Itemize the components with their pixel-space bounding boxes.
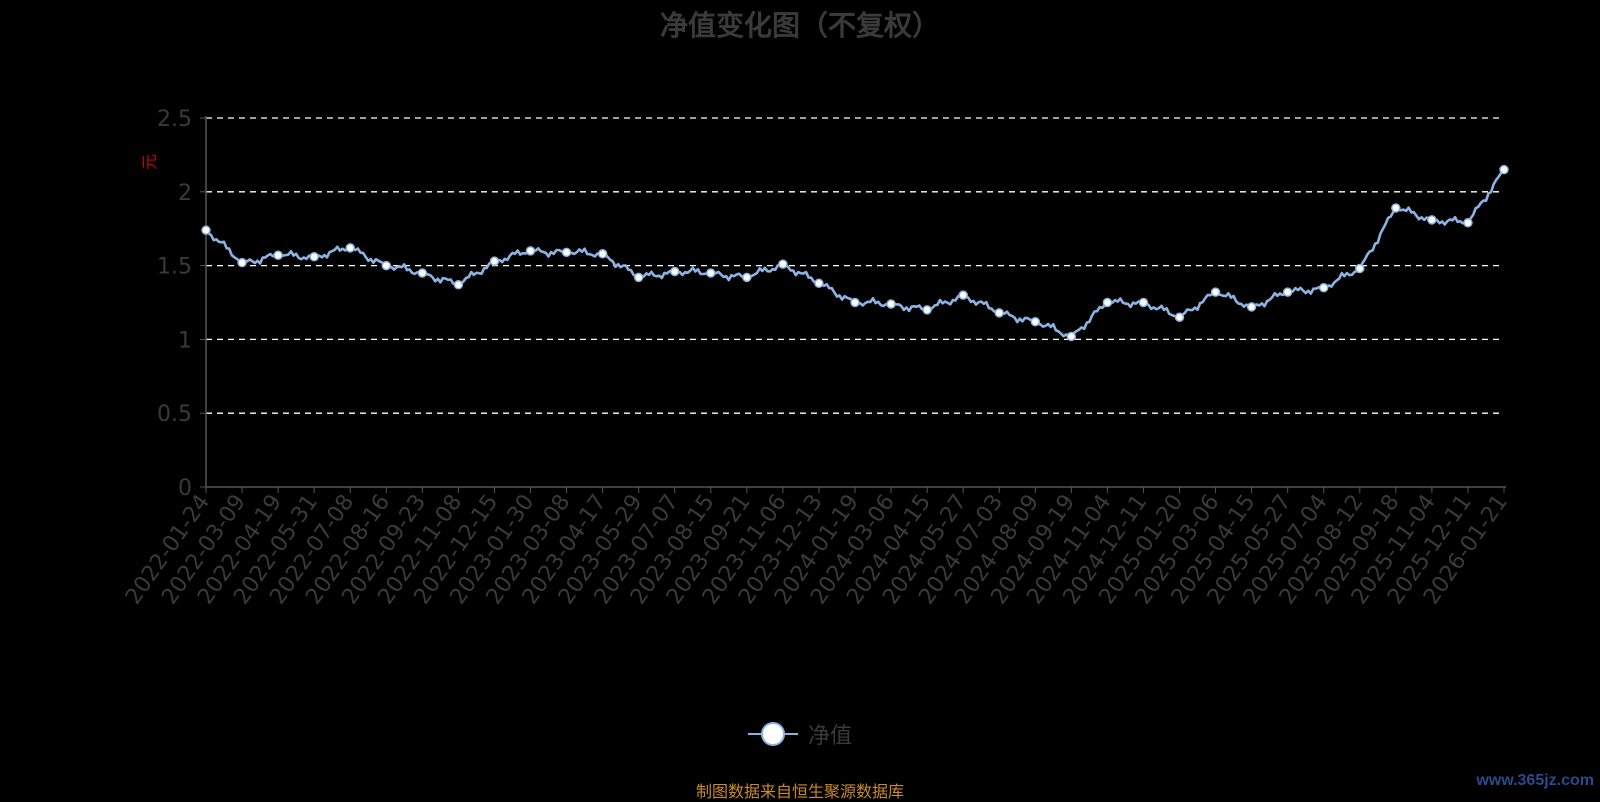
legend-item-nav[interactable]: 净值 [747, 718, 852, 750]
axes [200, 116, 1506, 493]
y-tick-label: 1.5 [157, 255, 192, 280]
legend[interactable]: 净值 [0, 718, 1600, 750]
data-point[interactable] [742, 272, 752, 283]
y-tick-label: 0.5 [157, 402, 192, 427]
data-point[interactable] [381, 260, 392, 271]
series-line-path [205, 168, 1505, 338]
data-point[interactable] [525, 246, 536, 256]
series-line [205, 168, 1505, 338]
legend-marker-icon [747, 722, 798, 746]
data-point[interactable] [1318, 282, 1329, 293]
data-point[interactable] [1391, 203, 1401, 213]
data-point[interactable] [1174, 312, 1185, 323]
y-tick-label: 2.5 [157, 107, 192, 132]
data-point[interactable] [1463, 218, 1473, 228]
data-point[interactable] [1066, 331, 1077, 342]
data-point[interactable] [886, 299, 896, 309]
data-point[interactable] [597, 249, 608, 259]
y-tick-label: 2 [178, 181, 192, 206]
data-point[interactable] [1282, 287, 1293, 297]
data-point[interactable] [1138, 297, 1149, 308]
chart-title: 净值变化图（不复权） [659, 9, 940, 42]
data-point[interactable] [345, 243, 355, 253]
y-tick-labels: 0 0.5 1 1.5 2 2.5 [157, 107, 192, 501]
data-point[interactable] [958, 290, 968, 300]
data-point[interactable] [273, 250, 283, 261]
data-point[interactable] [706, 268, 716, 278]
y-tick-label: 1 [178, 328, 192, 353]
data-point[interactable] [814, 278, 824, 289]
source-note: 制图数据来自恒生聚源数据库 [695, 782, 904, 801]
y-tick-label: 0 [178, 476, 192, 501]
data-point[interactable] [1030, 316, 1041, 327]
data-point[interactable] [1427, 215, 1437, 225]
data-point[interactable] [201, 225, 211, 235]
legend-label: 净值 [807, 724, 852, 749]
data-point[interactable] [237, 257, 247, 268]
data-point[interactable] [1102, 297, 1113, 308]
data-point[interactable] [850, 297, 860, 308]
data-point[interactable] [561, 247, 572, 258]
data-point[interactable] [1499, 164, 1509, 175]
data-point[interactable] [633, 272, 644, 283]
grid-lines [206, 117, 1500, 414]
data-point[interactable] [669, 266, 680, 277]
data-point[interactable] [417, 268, 428, 278]
data-point[interactable] [1355, 263, 1365, 274]
data-point[interactable] [1210, 287, 1221, 297]
x-tick-labels: 2022-01-242022-03-092022-04-192022-05-31… [121, 490, 1513, 609]
data-point[interactable] [1246, 302, 1257, 312]
data-point[interactable] [453, 280, 464, 290]
watermark: www.365jz.com [1476, 772, 1594, 789]
data-point[interactable] [489, 256, 500, 266]
data-point[interactable] [778, 259, 788, 269]
data-point[interactable] [309, 251, 319, 262]
data-point[interactable] [994, 308, 1004, 318]
data-points [201, 164, 1509, 342]
data-point[interactable] [922, 305, 932, 315]
